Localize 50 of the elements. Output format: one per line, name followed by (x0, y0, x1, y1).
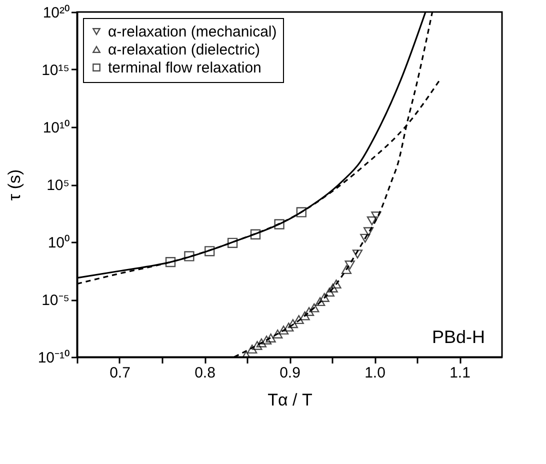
point (324, 288, 335, 297)
point (371, 212, 382, 220)
point (344, 260, 355, 270)
point (250, 229, 261, 240)
point (294, 315, 304, 324)
point (328, 284, 338, 292)
point (284, 322, 294, 332)
point (309, 303, 320, 312)
legend-label: α-relaxation (dielectric) (108, 42, 260, 58)
legend-label: α-relaxation (mechanical) (108, 24, 277, 40)
x-tick-label: 1.1 (450, 364, 470, 382)
x-tick-label: 1.0 (364, 364, 386, 382)
point (331, 280, 342, 289)
point (315, 297, 326, 306)
x-tick-label: 0.7 (110, 364, 130, 382)
point (261, 336, 272, 344)
point (296, 207, 306, 218)
point (304, 307, 314, 316)
x-tick-label: 0.9 (280, 364, 300, 382)
point (278, 326, 289, 335)
point (360, 234, 370, 243)
point (266, 334, 276, 342)
y-tick-label: 10²⁰ (42, 4, 70, 22)
point (366, 216, 378, 226)
point (227, 238, 238, 248)
point (184, 251, 194, 262)
point (256, 338, 267, 348)
point (352, 250, 363, 259)
point (341, 265, 352, 274)
y-tick-label: 10⁵ (46, 177, 70, 194)
x-tick-label: 0.8 (194, 364, 216, 382)
point (252, 341, 262, 350)
y-axis-title: τ (s) (4, 169, 24, 201)
y-tick-label: 10⁻⁵ (42, 292, 70, 309)
y-tick-label: 10⁻¹⁰ (38, 350, 70, 366)
point (247, 344, 258, 354)
point (165, 256, 176, 268)
point (204, 246, 215, 256)
y-tick-label: 10¹⁵ (42, 62, 70, 79)
point (363, 227, 374, 236)
annotation: PBd-H (432, 327, 485, 347)
point (300, 311, 310, 320)
x-axis-title: Tα / T (268, 390, 312, 410)
point (288, 319, 298, 328)
point (274, 219, 284, 230)
point (319, 293, 330, 302)
legend-label: terminal flow relaxation (108, 60, 262, 76)
y-tick-label: 10⁰ (48, 234, 70, 252)
y-tick-label: 10¹⁰ (42, 120, 70, 136)
point (272, 330, 283, 338)
